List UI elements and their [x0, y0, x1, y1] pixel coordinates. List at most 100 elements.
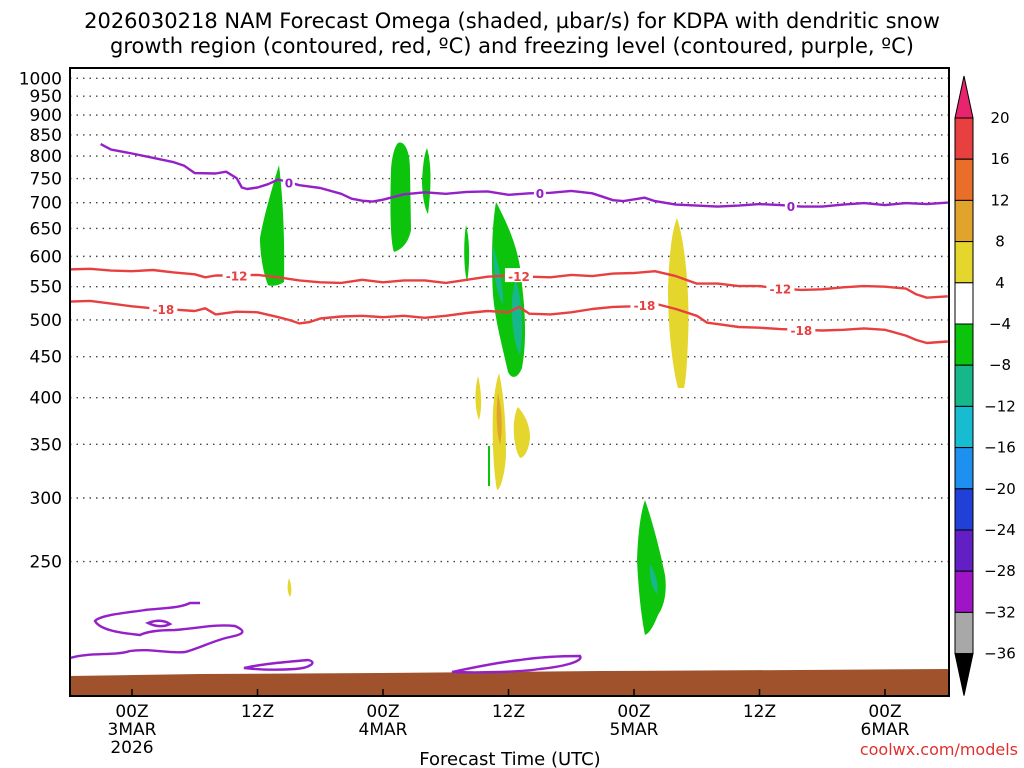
isotherm-0-line [100, 143, 948, 208]
isotherm-label: -12 [226, 269, 248, 283]
y-tick-label: 950 [30, 87, 62, 107]
omega-pos-blob-4 [513, 407, 530, 458]
y-tick-label: 350 [30, 435, 62, 455]
colorbar-tick-label: −12 [984, 397, 1016, 415]
colorbar-tick-label: −28 [984, 562, 1016, 580]
isotherm-label-bg [504, 268, 533, 283]
colorbar-band [954, 282, 974, 325]
y-tick-label: 600 [30, 247, 62, 267]
x-tick-label: 5MAR [610, 720, 659, 740]
y-tick-label: 850 [30, 126, 62, 146]
omega-shading-positive [287, 218, 689, 597]
isotherm-label-bg [533, 185, 546, 200]
y-tick-label: 250 [30, 553, 62, 573]
omega-pos-blob-2 [475, 376, 482, 420]
omega-blob-2 [390, 142, 411, 252]
colorbar-band [954, 241, 974, 284]
colorbar-tick-label: −24 [984, 521, 1016, 539]
isotherm-label-bg [282, 174, 295, 189]
colorbar-band [954, 611, 974, 655]
x-tick-label: 00Z [366, 702, 399, 722]
omega-blob-5-core2 [511, 280, 523, 355]
colorbar-tick-label: 12 [990, 191, 1009, 209]
colorbar-band [954, 405, 974, 449]
y-tick-label: 650 [30, 219, 62, 239]
x-tick-label: 00Z [868, 702, 901, 722]
isotherm-label: -18 [153, 303, 175, 317]
x-tick-label: 00Z [115, 702, 148, 722]
isotherm-label: -18 [790, 324, 812, 338]
omega-blob-6-core [649, 564, 658, 594]
colorbar-band [954, 488, 974, 531]
colorbar-tick-label: −32 [984, 603, 1016, 621]
isotherm-contours: -18 -18 -18 -12 -12 -12 0 0 0 [70, 143, 948, 345]
plot-area: -18 -18 -18 -12 -12 -12 0 0 0 [70, 77, 949, 696]
y-tick-label: 450 [30, 348, 62, 368]
colorbar-tick-label: −4 [989, 315, 1011, 333]
colorbar-tick-label: 8 [995, 233, 1005, 251]
colorbar-tick-label: −16 [984, 439, 1016, 457]
freezing-level-extra [70, 601, 582, 674]
colorbar-band [954, 323, 974, 366]
y-tick-label: 900 [30, 106, 62, 126]
colorbar-tick-label: 16 [990, 150, 1009, 168]
isotherm-label-bg [787, 321, 816, 336]
colorbar-bottom-arrow [954, 653, 974, 696]
y-tick-label: 500 [30, 311, 62, 331]
colorbar-band [954, 529, 974, 572]
isotherm-label: 0 [285, 176, 293, 190]
colorbar-top-arrow [954, 75, 974, 119]
isotherm-label-bg [222, 267, 251, 282]
isotherm-label: -12 [508, 270, 530, 284]
x-tick-label: 3MAR [108, 720, 157, 740]
freezing-loop-low [70, 601, 244, 660]
omega-blob-7 [488, 446, 490, 486]
omega-pos-blob-1 [668, 218, 689, 388]
chart-title-line-1: 2026030218 NAM Forecast Omega (shaded, µ… [84, 9, 940, 33]
colorbar-band [954, 117, 974, 160]
isotherm-label-bg [149, 300, 178, 315]
y-axis-tick-labels: 2503003504004505005506006507007508008509… [19, 69, 62, 572]
omega-shading [260, 142, 666, 635]
colorbar-band [954, 447, 974, 490]
y-tick-label: 1000 [19, 69, 62, 89]
colorbar-band [954, 158, 974, 201]
isotherm-label: -18 [634, 299, 656, 313]
freezing-loop-4 [451, 654, 582, 674]
colorbar-tick-label: −8 [989, 356, 1011, 374]
chart-title-line-2: growth region (contoured, red, ºC) and f… [110, 34, 914, 58]
y-tick-label: 750 [30, 170, 62, 190]
colorbar-band [954, 199, 974, 243]
y-tick-label: 800 [30, 147, 62, 167]
freezing-loop-2 [144, 619, 173, 628]
isotherm-label: 0 [536, 187, 544, 201]
colorbar-band [954, 570, 974, 613]
credit-text: coolwx.com/models [860, 740, 1018, 759]
colorbar-tick-label: 20 [990, 109, 1009, 127]
omega-blob-4 [464, 225, 470, 282]
x-tick-label: 12Z [743, 702, 776, 722]
plot-frame [69, 67, 950, 697]
y-tick-label: 400 [30, 389, 62, 409]
y-tick-label: 700 [30, 194, 62, 214]
x-tick-label: 2026 [110, 738, 153, 758]
x-axis-label: Forecast Time (UTC) [419, 749, 600, 768]
isotherm-label: 0 [787, 200, 795, 214]
omega-blob-1 [260, 165, 285, 286]
x-tick-label: 00Z [617, 702, 650, 722]
colorbar-band [954, 364, 974, 407]
x-tick-label: 4MAR [359, 720, 408, 740]
omega-pos-blob-3-core [496, 393, 502, 445]
x-tick-label: 6MAR [861, 720, 910, 740]
isotherm-label-bg [784, 197, 797, 212]
y-tick-label: 300 [30, 489, 62, 509]
ground-terrain [70, 669, 949, 696]
x-tick-label: 12Z [241, 702, 274, 722]
isotherm-label-bg [766, 280, 795, 295]
colorbar-tick-label: −20 [984, 480, 1016, 498]
colorbar: 20 16 12 8 4 −4 −8 −12 −16 −20 −24 −28 −32 −36 [954, 75, 1016, 696]
isotherm-label-bg [630, 296, 659, 311]
omega-pos-blob-5 [287, 578, 292, 597]
